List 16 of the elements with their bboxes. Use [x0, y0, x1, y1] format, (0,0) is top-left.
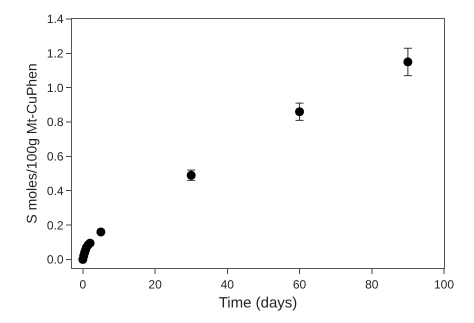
- y-tick-label: 1.4: [46, 12, 64, 26]
- y-tick-label: 1.2: [46, 46, 64, 61]
- y-tick-label: 1.0: [46, 80, 64, 95]
- y-tick-label: 0.4: [46, 184, 64, 198]
- y-tick-label: 0.6: [46, 150, 64, 164]
- x-tick-label: 60: [292, 277, 307, 292]
- x-tick-label: 100: [434, 277, 454, 292]
- y-tick-label: 0.8: [46, 115, 64, 130]
- y-tick-label: 0.2: [46, 218, 64, 232]
- x-tick-label: 40: [220, 277, 234, 292]
- y-tick-label: 0.0: [46, 252, 64, 267]
- x-axis-title: Time (days): [218, 294, 298, 312]
- x-tick-label: 20: [148, 277, 162, 292]
- x-tick-label: 80: [365, 277, 379, 292]
- y-axis-title: S moles/100g Mt-CuPhen: [24, 63, 40, 224]
- x-tick-label: 0: [79, 277, 86, 292]
